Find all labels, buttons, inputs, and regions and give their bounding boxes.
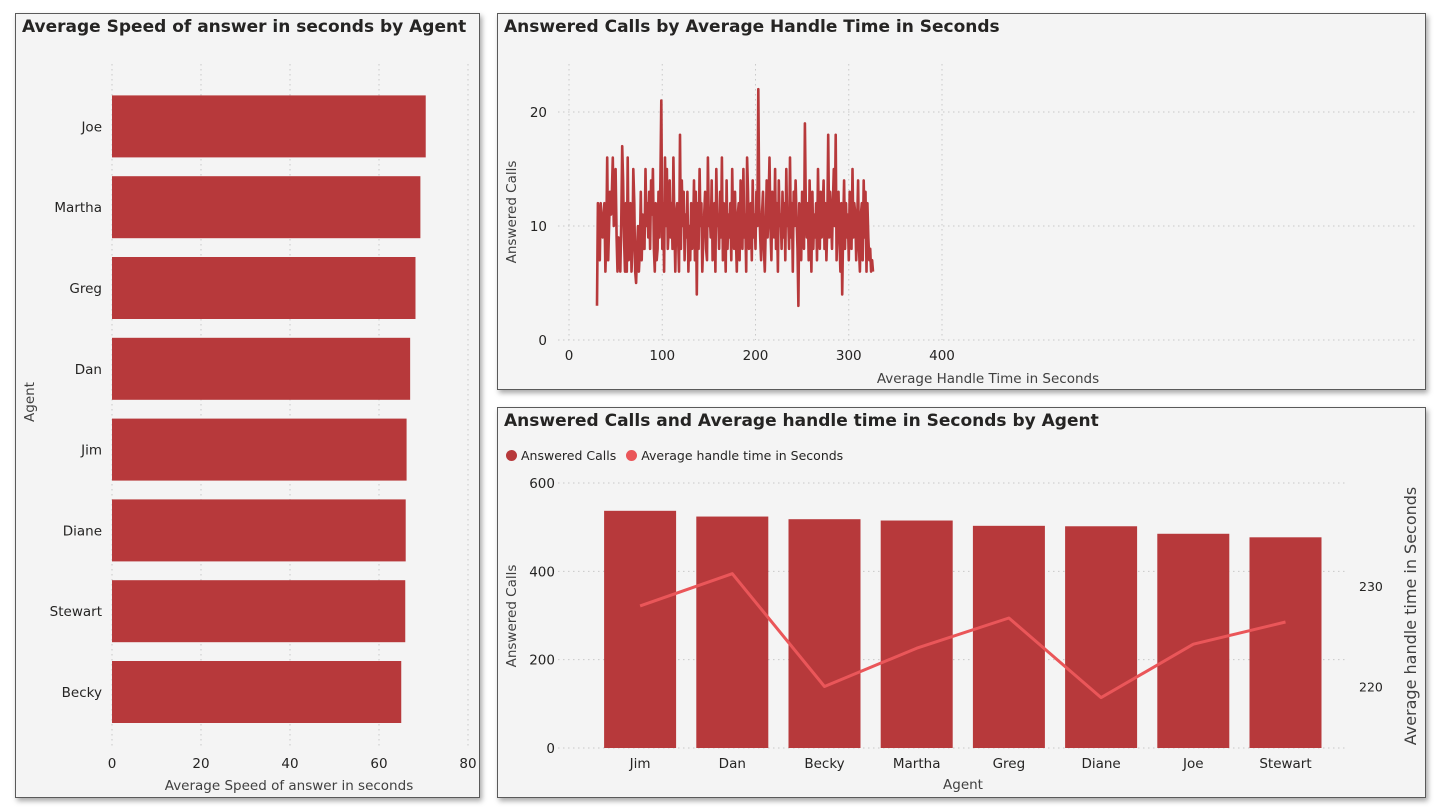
legend-item-handle-time: Average handle time in Seconds <box>626 448 843 463</box>
chart-title: Answered Calls and Average handle time i… <box>504 411 1099 431</box>
answered-calls-by-handle-time-panel: Answered Calls by Average Handle Time in… <box>497 13 1426 390</box>
y-tick-label: 10 <box>530 219 547 235</box>
y-tick-label: Greg <box>69 281 102 297</box>
y2-axis-label: Average handle time in Seconds <box>1401 487 1420 746</box>
x-tick-label: 300 <box>836 348 862 364</box>
bar <box>112 418 407 481</box>
x-tick-label: 20 <box>192 756 209 772</box>
bar <box>880 520 953 748</box>
y-tick-label: 0 <box>546 741 555 757</box>
x-tick-label: 400 <box>929 348 955 364</box>
bar <box>1157 533 1230 748</box>
y-tick-label: Martha <box>54 200 102 216</box>
y2-tick-label: 230 <box>1359 579 1383 594</box>
bar <box>112 176 421 239</box>
legend: Answered Calls Average handle time in Se… <box>506 448 843 463</box>
x-axis-label: Average Handle Time in Seconds <box>877 371 1099 387</box>
handle-time-line <box>639 572 1286 700</box>
bar <box>112 661 402 723</box>
x-tick-label: Joe <box>1182 756 1204 772</box>
legend-label: Average handle time in Seconds <box>641 448 844 463</box>
bar <box>788 519 861 748</box>
chart-title: Average Speed of answer in seconds by Ag… <box>22 17 467 37</box>
y-tick-label: Dan <box>75 362 102 378</box>
legend-item-answered-calls: Answered Calls <box>506 448 616 463</box>
y-tick-label: 200 <box>529 653 555 669</box>
x-tick-label: 60 <box>370 756 387 772</box>
bar <box>1249 537 1322 748</box>
x-tick-label: 100 <box>649 348 675 364</box>
x-tick-label: Diane <box>1081 756 1120 772</box>
combo-chart: Answered Calls Average handle time in Se… <box>504 476 1420 793</box>
x-tick-label: Stewart <box>1259 756 1311 772</box>
bar <box>112 499 406 562</box>
y-axis-label: Agent <box>22 382 38 422</box>
x-tick-label: Martha <box>893 756 941 772</box>
y-tick-label: 600 <box>529 476 555 492</box>
calls-and-handle-time-by-agent-panel: Answered Calls and Average handle time i… <box>497 407 1426 798</box>
y-tick-label: 20 <box>530 105 547 121</box>
x-tick-label: 0 <box>108 756 117 772</box>
legend-marker <box>506 450 517 461</box>
x-tick-label: Becky <box>804 756 844 772</box>
y-tick-label: 400 <box>529 564 555 580</box>
y-tick-label: Stewart <box>50 604 102 620</box>
x-tick-label: Greg <box>993 756 1026 772</box>
x-tick-label: Jim <box>629 756 651 772</box>
bar <box>112 337 411 400</box>
x-tick-label: 40 <box>281 756 298 772</box>
x-tick-label: 0 <box>565 348 574 364</box>
y-tick-label: Becky <box>62 685 102 701</box>
x-tick-label: Dan <box>719 756 746 772</box>
bar <box>112 257 416 319</box>
y-tick-label: 0 <box>538 333 547 349</box>
speed-of-answer-chart: Agent Average Speed of answer in seconds… <box>22 64 477 794</box>
legend-label: Answered Calls <box>521 448 617 463</box>
legend-marker <box>626 450 638 461</box>
y-tick-label: Diane <box>63 523 102 539</box>
y-tick-label: Jim <box>80 443 102 459</box>
answered-calls-line-chart: Answered Calls Average Handle Time in Se… <box>504 64 1418 387</box>
y2-tick-label: 220 <box>1359 680 1383 695</box>
bar <box>972 525 1045 748</box>
x-axis-label: Average Speed of answer in seconds <box>165 778 413 794</box>
chart-title: Answered Calls by Average Handle Time in… <box>504 17 1000 37</box>
y-axis-label: Answered Calls <box>504 161 520 264</box>
bar <box>112 580 406 643</box>
series-line <box>595 87 875 308</box>
x-tick-label: 80 <box>459 756 476 772</box>
y-tick-label: Joe <box>80 119 102 135</box>
x-tick-label: 200 <box>743 348 769 364</box>
bar <box>696 516 769 748</box>
bar <box>1065 526 1138 748</box>
speed-of-answer-panel: Average Speed of answer in seconds by Ag… <box>15 13 480 798</box>
x-axis-label: Agent <box>943 777 983 793</box>
bar <box>604 510 677 748</box>
bar <box>112 95 426 158</box>
y-axis-label: Answered Calls <box>504 565 520 668</box>
